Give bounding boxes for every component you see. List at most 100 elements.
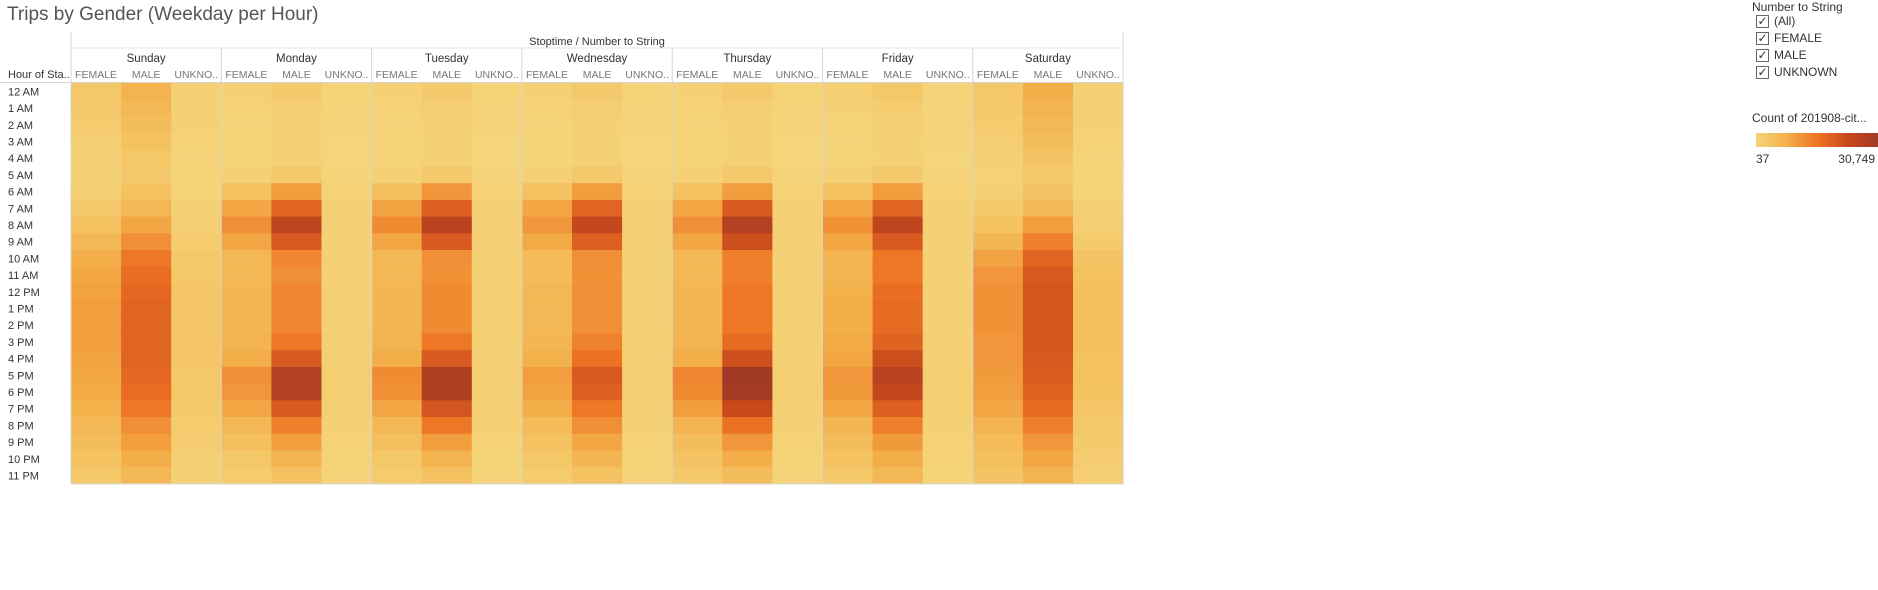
heatmap-cell (822, 166, 874, 184)
heatmap-cell (121, 199, 172, 218)
heatmap-cell (71, 450, 122, 468)
heatmap-cell (572, 366, 623, 385)
heatmap-cell (622, 417, 673, 435)
heatmap-cell (722, 417, 773, 435)
heatmap-cell (872, 116, 924, 134)
heatmap-cell (221, 300, 272, 318)
heatmap-cell (521, 383, 573, 401)
heatmap-cell (972, 216, 1024, 234)
checkbox-checked-icon[interactable]: ✓ (1756, 14, 1769, 28)
heatmap-cell (171, 99, 222, 117)
heatmap-cell (471, 467, 523, 485)
heatmap-cell (471, 366, 523, 385)
heatmap-cell (572, 149, 623, 167)
heatmap-cell (1073, 166, 1124, 184)
heatmap-cell (722, 149, 773, 167)
filter-item-male[interactable]: ✓ MALE (1756, 47, 1807, 63)
heatmap-cell (1073, 333, 1124, 351)
heatmap-cell (371, 233, 423, 251)
heatmap-cell (622, 183, 673, 201)
heatmap-cell (822, 266, 874, 284)
heatmap-cell (371, 467, 423, 485)
gender-header: FEMALE (827, 69, 869, 81)
heatmap-cell (922, 199, 974, 218)
heatmap-cell (672, 233, 723, 251)
heatmap-cell (972, 383, 1024, 401)
heatmap-cell (71, 133, 122, 151)
filter-item-label: FEMALE (1774, 31, 1823, 45)
day-header: Monday (276, 53, 317, 65)
heatmap-cell (371, 266, 423, 284)
heatmap-cell (471, 383, 523, 401)
heatmap-cell (121, 316, 172, 334)
heatmap-cell (521, 199, 573, 218)
filter-item-all[interactable]: ✓ (All) (1756, 13, 1795, 29)
heatmap-cell (872, 333, 924, 351)
heatmap-cell (221, 266, 272, 284)
heatmap-cell (421, 116, 473, 134)
heatmap-cell (471, 149, 523, 167)
heatmap-cell (421, 83, 473, 101)
heatmap-cell (71, 166, 122, 184)
heatmap-cell (1073, 199, 1124, 218)
heatmap-cell (672, 149, 723, 167)
heatmap-cell (972, 417, 1024, 435)
heatmap-cell (221, 433, 272, 451)
heatmap-cell (271, 83, 322, 101)
heatmap-cell (371, 400, 423, 418)
heatmap-cell (622, 116, 673, 134)
heatmap-cell (321, 99, 373, 117)
heatmap-cell (421, 99, 473, 117)
heatmap-cell (772, 149, 823, 167)
heatmap-cell (722, 133, 773, 151)
day-header: Tuesday (425, 53, 469, 65)
heatmap-cell (521, 467, 573, 485)
heatmap-cell (1073, 183, 1124, 201)
column-group-label: Stoptime / Number to String (529, 36, 665, 48)
hour-label: 5 PM (8, 370, 34, 382)
heatmap-cell (772, 350, 823, 368)
heatmap-cell (572, 183, 623, 201)
checkbox-checked-icon[interactable]: ✓ (1756, 31, 1769, 45)
heatmap-cell (722, 350, 773, 368)
heatmap-cell (1022, 216, 1074, 234)
heatmap-cell (271, 383, 322, 401)
heatmap-cell (471, 316, 523, 334)
heatmap-cell (321, 383, 373, 401)
heatmap-cell (722, 450, 773, 468)
filter-item-unknown[interactable]: ✓ UNKNOWN (1756, 64, 1837, 80)
heatmap-cell (872, 467, 924, 485)
heatmap-cell (622, 467, 673, 485)
heatmap-cell (572, 400, 623, 418)
heatmap-cell (572, 266, 623, 284)
hour-label: 7 AM (8, 203, 33, 215)
heatmap-cell (772, 300, 823, 318)
heatmap-cell (471, 333, 523, 351)
heatmap-cell (271, 283, 322, 301)
heatmap-cell (321, 300, 373, 318)
filter-item-label: MALE (1774, 48, 1807, 62)
heatmap-cell (972, 400, 1024, 418)
heatmap-cell (321, 216, 373, 234)
heatmap-cell (221, 199, 272, 218)
heatmap-cell (271, 233, 322, 251)
checkbox-checked-icon[interactable]: ✓ (1756, 65, 1769, 79)
heatmap-cell (421, 183, 473, 201)
heatmap-cell (922, 216, 974, 234)
heatmap-cell (71, 233, 122, 251)
heatmap-cell (221, 99, 272, 117)
heatmap-cell (822, 283, 874, 301)
heatmap-cell (1073, 433, 1124, 451)
heatmap-cell (822, 433, 874, 451)
heatmap-cell (622, 83, 673, 101)
heatmap-cell (972, 350, 1024, 368)
filter-item-female[interactable]: ✓ FEMALE (1756, 30, 1822, 46)
gender-header: UNKNO.. (625, 69, 669, 81)
heatmap-cell (421, 300, 473, 318)
heatmap-cell (271, 433, 322, 451)
heatmap-cell (972, 283, 1024, 301)
checkbox-checked-icon[interactable]: ✓ (1756, 48, 1769, 62)
heatmap-cell (321, 266, 373, 284)
heatmap-cell (872, 283, 924, 301)
heatmap-cell (572, 133, 623, 151)
